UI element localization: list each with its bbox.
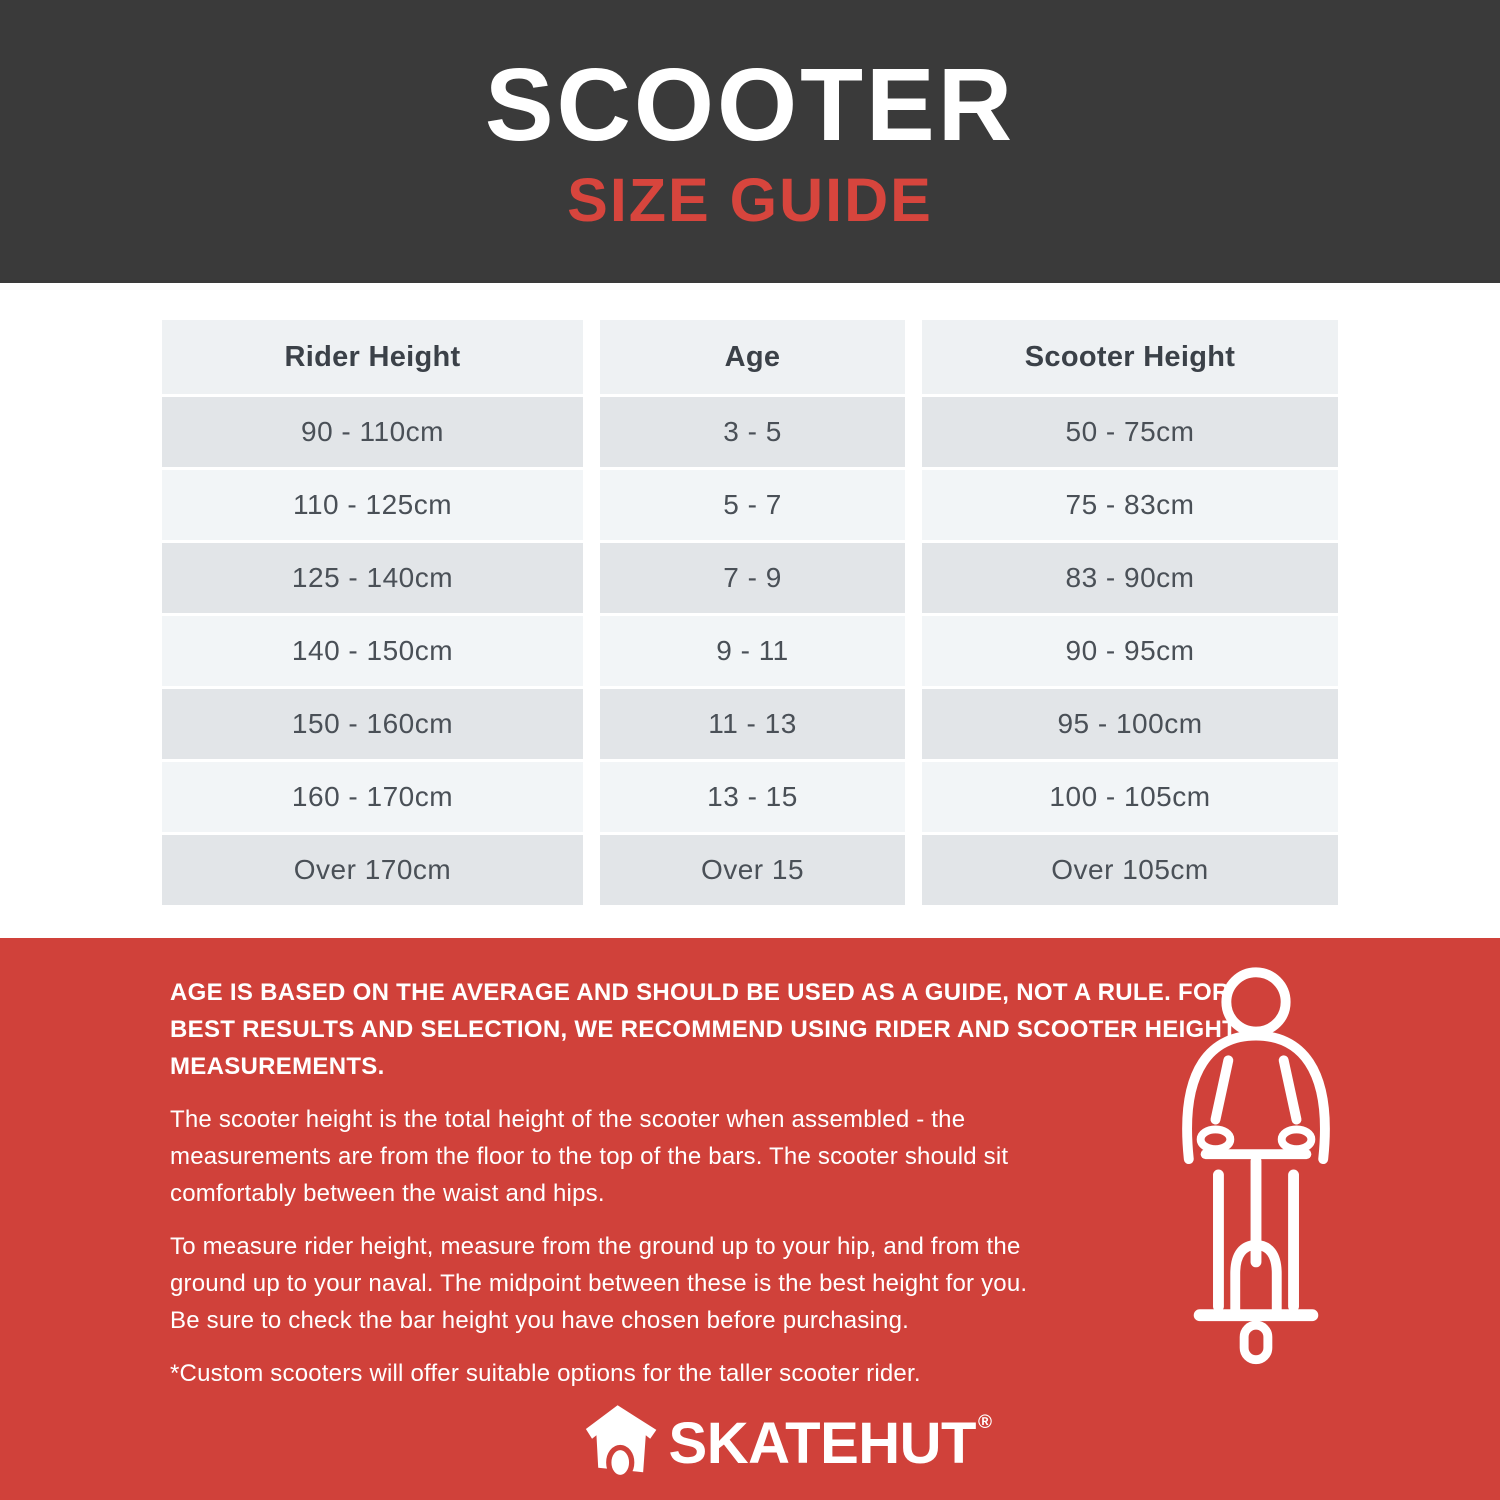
skatehut-logo: SKATEHUT ® xyxy=(585,1404,992,1484)
custom-scooters-footnote: *Custom scooters will offer suitable opt… xyxy=(170,1360,921,1387)
hut-icon xyxy=(585,1405,656,1481)
age-guidance-note: AGE IS BASED ON THE AVERAGE AND SHOULD B… xyxy=(170,979,1238,1080)
footer-logo-row: SKATEHUT ® xyxy=(0,1404,1500,1484)
info-section: AGE IS BASED ON THE AVERAGE AND SHOULD B… xyxy=(0,938,1500,1500)
column-header-rider-height: Rider Height xyxy=(162,320,583,397)
table-cell: Over 15 xyxy=(600,835,905,908)
table-cell: 7 - 9 xyxy=(600,543,905,616)
registered-mark: ® xyxy=(977,1412,992,1433)
table-cell: 90 - 110cm xyxy=(162,397,583,470)
table-cell: 13 - 15 xyxy=(600,762,905,835)
table-section: Rider Height 90 - 110cm 110 - 125cm 125 … xyxy=(0,283,1500,938)
table-cell: 11 - 13 xyxy=(600,689,905,762)
table-cell: Over 170cm xyxy=(162,835,583,908)
table-cell: 3 - 5 xyxy=(600,397,905,470)
page-title: SCOOTER xyxy=(484,46,1016,162)
table-cell: 140 - 150cm xyxy=(162,616,583,689)
column-header-scooter-height: Scooter Height xyxy=(922,320,1338,397)
rider-height-paragraph: To measure rider height, measure from th… xyxy=(170,1233,1028,1334)
scooter-rider-icon xyxy=(1182,967,1330,1365)
table-column-scooter-height: Scooter Height 50 - 75cm 75 - 83cm 83 - … xyxy=(922,320,1338,908)
table-cell: 160 - 170cm xyxy=(162,762,583,835)
table-cell: 50 - 75cm xyxy=(922,397,1338,470)
table-cell: Over 105cm xyxy=(922,835,1338,908)
table-cell: 100 - 105cm xyxy=(922,762,1338,835)
table-cell: 125 - 140cm xyxy=(162,543,583,616)
scooter-height-paragraph: The scooter height is the total height o… xyxy=(170,1106,1009,1207)
table-column-rider-height: Rider Height 90 - 110cm 110 - 125cm 125 … xyxy=(162,320,583,908)
table-cell: 150 - 160cm xyxy=(162,689,583,762)
table-cell: 95 - 100cm xyxy=(922,689,1338,762)
table-cell: 9 - 11 xyxy=(600,616,905,689)
table-cell: 83 - 90cm xyxy=(922,543,1338,616)
table-cell: 75 - 83cm xyxy=(922,470,1338,543)
table-cell: 90 - 95cm xyxy=(922,616,1338,689)
brand-text: SKATEHUT xyxy=(668,1411,977,1476)
table-cell: 5 - 7 xyxy=(600,470,905,543)
brand-name: SKATEHUT ® xyxy=(668,1411,992,1476)
page-subtitle: SIZE GUIDE xyxy=(567,165,933,234)
table-cell: 110 - 125cm xyxy=(162,470,583,543)
table-column-age: Age 3 - 5 5 - 7 7 - 9 9 - 11 11 - 13 13 … xyxy=(600,320,905,908)
column-header-age: Age xyxy=(600,320,905,397)
banner: SCOOTER SIZE GUIDE xyxy=(0,0,1500,283)
size-table: Rider Height 90 - 110cm 110 - 125cm 125 … xyxy=(162,283,1338,908)
info-text-block: AGE IS BASED ON THE AVERAGE AND SHOULD B… xyxy=(170,974,1240,1392)
